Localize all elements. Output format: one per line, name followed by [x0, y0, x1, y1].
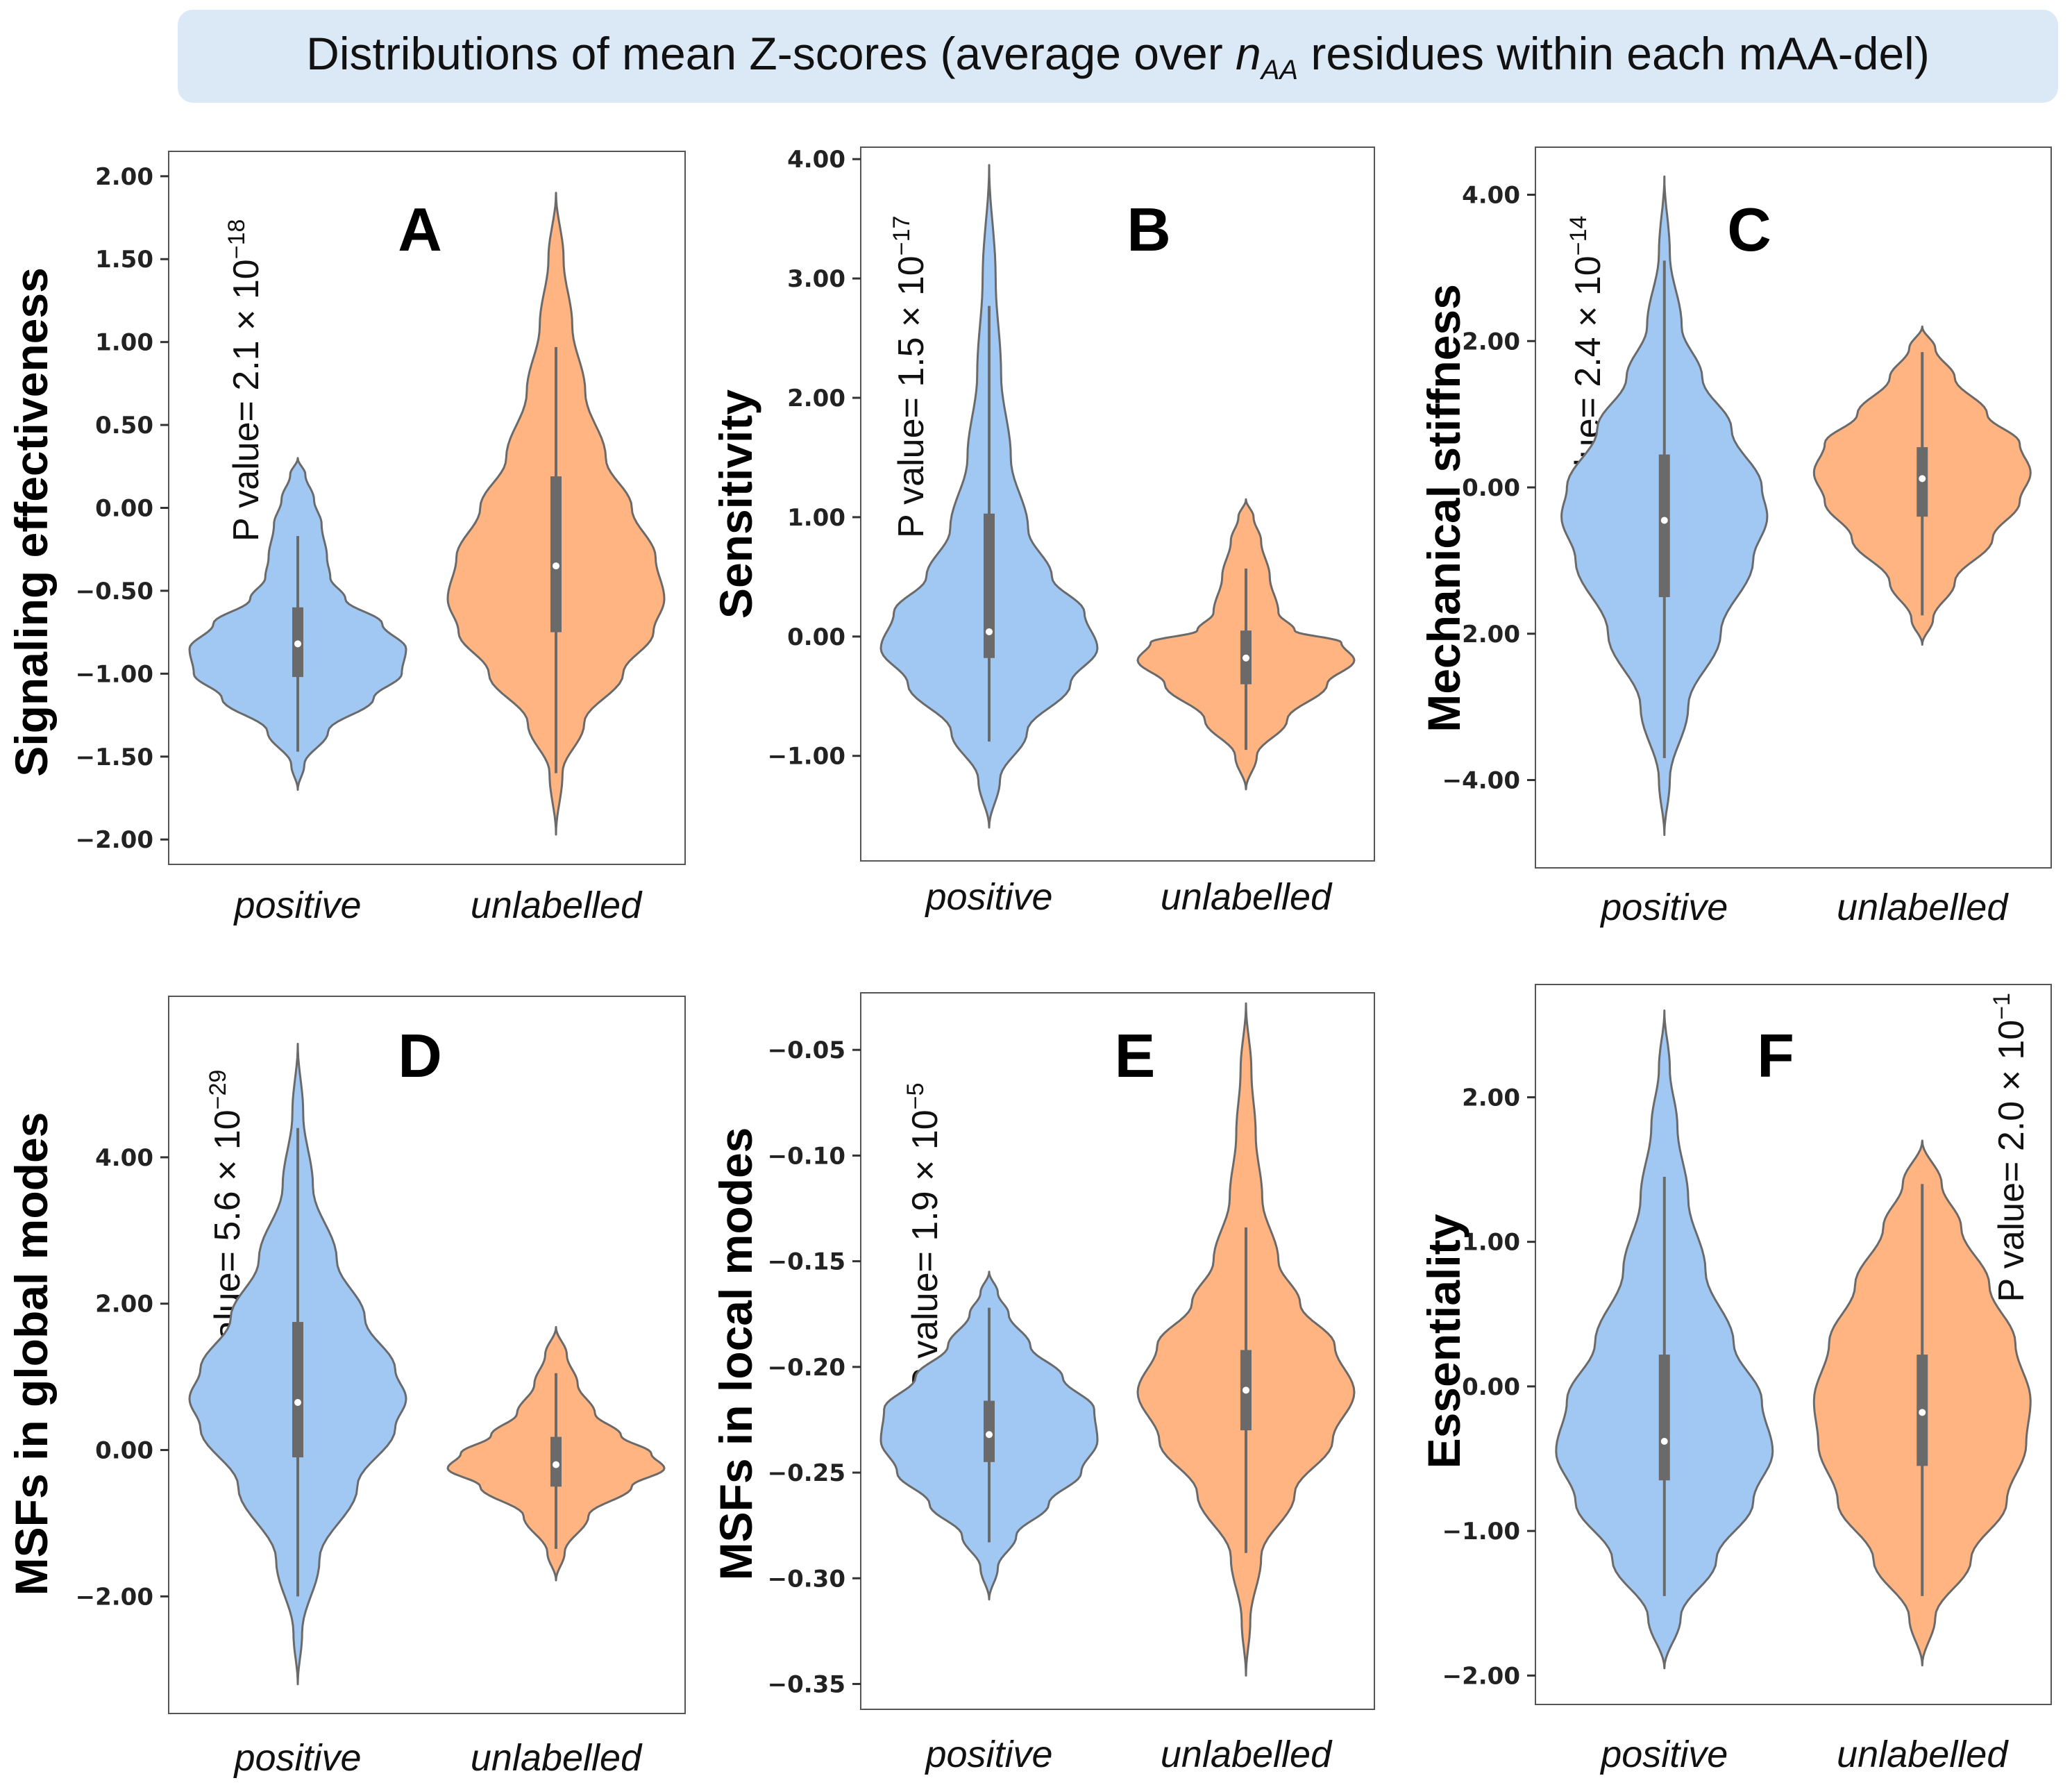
category-label-unlabelled: unlabelled [471, 1737, 643, 1779]
p-value-label: P value= 2.1 × 10−18 [224, 219, 267, 542]
box-iqr [550, 476, 562, 632]
y-tick-label: 0.00 [1462, 474, 1520, 502]
panel-letter: F [1757, 1021, 1794, 1090]
y-tick-label: −0.25 [768, 1459, 845, 1487]
plot-frame [860, 146, 1375, 862]
y-tick-label: −0.10 [768, 1142, 845, 1170]
category-label-positive: positive [1599, 1734, 1728, 1775]
category-label-positive: positive [924, 876, 1052, 918]
category-label-unlabelled: unlabelled [1837, 1734, 2009, 1775]
y-tick-label: 4.00 [95, 1144, 153, 1172]
y-tick-label: 3.00 [787, 265, 845, 293]
y-tick-label: 4.00 [787, 146, 845, 174]
median-dot [1919, 1409, 1926, 1416]
category-label-unlabelled: unlabelled [471, 885, 643, 926]
y-axis-label: Sensitivity [710, 389, 761, 619]
category-label-unlabelled: unlabelled [1161, 876, 1333, 918]
y-tick-label: 0.00 [787, 623, 845, 651]
median-dot [553, 562, 559, 570]
y-tick-label: 2.00 [95, 1291, 153, 1318]
box-iqr [984, 513, 995, 658]
y-tick-label: −2.00 [76, 826, 153, 854]
median-dot [294, 640, 301, 648]
y-tick-label: −0.30 [768, 1565, 845, 1593]
y-axis-label: Signaling effectiveness [6, 267, 57, 777]
median-dot [553, 1461, 559, 1468]
category-label-positive: positive [924, 1734, 1052, 1775]
y-tick-label: 1.00 [95, 329, 153, 357]
category-label-unlabelled: unlabelled [1161, 1734, 1333, 1775]
panel-b: −1.00 0.00 1.00 2.00 3.00 4.00 Sensitivity B P v… [710, 146, 1375, 918]
y-tick-label: 1.00 [787, 504, 845, 532]
y-tick-label: 2.00 [787, 385, 845, 412]
median-dot [986, 628, 993, 635]
median-dot [1243, 654, 1249, 662]
y-tick-label: −4.00 [1442, 767, 1520, 795]
box-iqr [292, 1322, 303, 1458]
panel-letter: C [1727, 195, 1771, 264]
median-dot [986, 1431, 993, 1439]
panel-e: −0.35 −0.30 −0.25 −0.20 −0.15 −0.10 −0.05 MSFs … [710, 992, 1375, 1775]
y-tick-label: −0.35 [768, 1670, 845, 1698]
plot-frame [860, 992, 1375, 1710]
y-axis-label: Mechanical stiffness [1418, 284, 1469, 732]
y-tick-label: −1.00 [1442, 1518, 1520, 1545]
plot-frame [1535, 146, 2052, 869]
y-axis-label: MSFs in global modes [6, 1112, 57, 1596]
y-tick-label: −1.00 [76, 660, 153, 688]
y-tick-label: 2.00 [1462, 1084, 1520, 1112]
category-label-positive: positive [1599, 887, 1728, 928]
panel-letter: B [1127, 195, 1171, 264]
panel-letter: D [398, 1021, 442, 1090]
y-tick-label: 1.00 [1462, 1229, 1520, 1257]
figure-title-text: Distributions of mean Z-scores (average … [306, 27, 1930, 85]
y-tick-label: 0.00 [95, 1437, 153, 1465]
category-label-unlabelled: unlabelled [1837, 887, 2009, 928]
p-value-label: P value= 1.5 × 10−17 [888, 216, 932, 538]
y-tick-label: −2.00 [1442, 621, 1520, 648]
median-dot [1919, 475, 1926, 483]
y-tick-label: 0.00 [95, 495, 153, 523]
median-dot [294, 1399, 301, 1407]
panel-letter: E [1115, 1021, 1156, 1090]
y-tick-label: −0.15 [768, 1248, 845, 1276]
y-tick-label: 2.00 [95, 163, 153, 191]
panel-c: −4.00 −2.00 0.00 2.00 4.00 Mechanical stiffne… [1418, 146, 2052, 928]
y-tick-label: −0.20 [768, 1354, 845, 1382]
category-label-positive: positive [233, 885, 361, 926]
y-tick-label: −1.00 [768, 743, 845, 771]
y-axis-label: MSFs in local modes [710, 1128, 761, 1581]
y-tick-label: −2.00 [1442, 1662, 1520, 1690]
category-label-positive: positive [233, 1737, 361, 1779]
plot-frame [1535, 984, 2052, 1705]
p-value-label: P value= 1.9 × 10−5 [902, 1083, 945, 1392]
median-dot [1243, 1386, 1249, 1394]
y-tick-label: −0.05 [768, 1037, 845, 1064]
y-axis-label: Essentiality [1418, 1214, 1469, 1468]
y-tick-label: 4.00 [1462, 181, 1520, 209]
y-tick-label: −0.50 [76, 578, 153, 605]
y-tick-label: −2.00 [76, 1583, 153, 1611]
panel-f: −2.00 −1.00 0.00 1.00 2.00 Essentiality F P val… [1418, 984, 2052, 1775]
box-iqr [1658, 454, 1670, 598]
y-tick-label: 2.00 [1462, 328, 1520, 355]
y-tick-label: 1.50 [95, 246, 153, 274]
box-iqr [1658, 1355, 1670, 1481]
panel-a: −2.00 −1.50 −1.00 −0.50 0.00 0.50 1.00 1.50 2.00… [6, 151, 686, 926]
figure-title-banner: Distributions of mean Z-scores (average … [178, 10, 2058, 103]
y-tick-label: 0.50 [95, 412, 153, 439]
median-dot [1660, 1438, 1668, 1445]
panel-letter: A [398, 195, 442, 264]
plot-frame [168, 996, 686, 1714]
median-dot [1660, 517, 1668, 524]
p-value-label: P value= 2.0 × 10−1 [1989, 993, 2032, 1302]
y-tick-label: −1.50 [76, 744, 153, 771]
y-tick-label: 0.00 [1462, 1373, 1520, 1401]
